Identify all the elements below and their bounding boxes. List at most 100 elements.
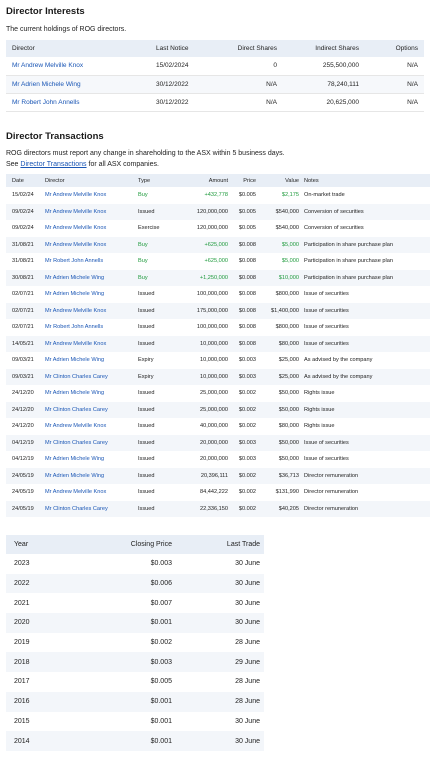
transaction-price: $0.003 <box>228 434 256 451</box>
year: 2016 <box>6 691 86 712</box>
transaction-notes: On-market trade <box>304 192 345 199</box>
director-link[interactable]: Mr Clinton Charles Carey <box>45 368 138 385</box>
director-link[interactable]: Mr Robert John Annells <box>45 324 104 331</box>
transaction-date: 09/03/21 <box>6 368 45 385</box>
transaction-date: 31/08/21 <box>6 236 45 253</box>
transaction-date: 30/08/21 <box>6 269 45 286</box>
transaction-amount: +625,000 <box>173 236 228 253</box>
director-link[interactable]: Mr Robert John Annells <box>45 258 104 265</box>
transaction-value: $800,000 <box>275 324 299 331</box>
director-link[interactable]: Mr Andrew Melville Knox <box>6 57 156 76</box>
director-link[interactable]: Mr Clinton Charles Carey <box>45 500 138 517</box>
director-link[interactable]: Mr Adrien Michele Wing <box>45 357 105 364</box>
transaction-amount: 100,000,000 <box>196 324 228 331</box>
director-transactions-link[interactable]: Director Transactions <box>20 161 87 168</box>
column-header[interactable]: Year <box>14 541 29 548</box>
transaction-date: 24/12/20 <box>6 401 45 418</box>
table-row: Mr Robert John Annells 30/12/2022 N/A 20,62… <box>6 93 424 112</box>
director-link[interactable]: Mr Andrew Melville Knox <box>45 302 138 319</box>
transaction-value: $80,000 <box>256 335 299 352</box>
director-interests-title: Director Interests <box>6 6 85 17</box>
director-link[interactable]: Mr Adrien Michele Wing <box>45 456 105 463</box>
transaction-type: Buy <box>138 269 173 286</box>
transaction-price: $0.008 <box>228 302 256 319</box>
transaction-value: $5,000 <box>281 258 299 265</box>
transaction-date: 02/07/21 <box>6 302 45 319</box>
column-header[interactable]: Director <box>45 177 65 184</box>
column-header[interactable]: Options <box>395 45 418 52</box>
closing-price: $0.001 <box>150 717 172 725</box>
table-row: 2014 $0.001 30 June <box>6 731 264 751</box>
table-header-row: Date Director Type Amount Price Value No… <box>6 174 430 187</box>
table-row: 31/08/21 Mr Andrew Melville Knox Buy +625,0… <box>6 236 430 253</box>
column-header[interactable]: Last Trade <box>226 541 260 548</box>
column-header[interactable]: Type <box>138 177 151 184</box>
column-header[interactable]: Closing Price <box>130 541 172 548</box>
director-link[interactable]: Mr Clinton Charles Carey <box>45 434 138 451</box>
table-row: 2021 $0.007 30 June <box>6 593 264 613</box>
year: 2018 <box>6 652 86 673</box>
director-interests-intro: The current holdings of ROG directors. <box>6 26 127 33</box>
transaction-notes: As advised by the company <box>304 357 373 364</box>
director-link[interactable]: Mr Adrien Michele Wing <box>6 75 156 94</box>
transaction-notes: Conversion of securities <box>304 225 364 232</box>
column-header[interactable]: Direct Shares <box>237 45 277 52</box>
column-header[interactable]: Amount <box>208 177 228 184</box>
transaction-notes: Rights issue <box>304 423 335 430</box>
year: 2017 <box>14 678 30 686</box>
transaction-notes: Participation in share purchase plan <box>304 258 393 265</box>
director-link[interactable]: Mr Andrew Melville Knox <box>45 203 138 220</box>
table-row: 2022 $0.006 30 June <box>6 573 264 594</box>
transaction-value: $50,000 <box>256 434 299 451</box>
column-header[interactable]: Price <box>243 177 256 184</box>
transaction-value: $80,000 <box>278 423 299 430</box>
closing-price: $0.002 <box>150 639 172 647</box>
director-link[interactable]: Mr Andrew Melville Knox <box>45 192 107 199</box>
table-row: 2023 $0.003 30 June <box>6 554 264 574</box>
director-link[interactable]: Mr Adrien Michele Wing <box>45 467 138 484</box>
year: 2022 <box>6 573 86 594</box>
director-link[interactable]: Mr Andrew Melville Knox <box>45 489 107 496</box>
director-link[interactable]: Mr Adrien Michele Wing <box>45 269 138 286</box>
table-row: 09/03/21 Mr Adrien Michele Wing Expiry 10,0… <box>6 352 430 369</box>
transaction-price: $0.005 <box>238 192 256 199</box>
table-row: 2016 $0.001 28 June <box>6 691 264 712</box>
transaction-price: $0.002 <box>238 489 256 496</box>
transaction-date: 09/02/24 <box>6 203 45 220</box>
transaction-date: 02/07/21 <box>12 291 34 298</box>
transaction-type: Expiry <box>138 357 154 364</box>
closing-price: $0.001 <box>86 691 172 712</box>
transaction-price: $0.002 <box>228 401 256 418</box>
director-link[interactable]: Mr Andrew Melville Knox <box>45 423 107 430</box>
transaction-price: $0.008 <box>238 258 256 265</box>
table-row: 24/12/20 Mr Andrew Melville Knox Issued 40,… <box>6 418 430 435</box>
column-header[interactable]: Notes <box>304 177 319 184</box>
column-header[interactable]: Director <box>12 45 35 52</box>
transaction-notes: As advised by the company <box>299 368 430 385</box>
transaction-price: $0.005 <box>228 203 256 220</box>
transaction-amount: 22,336,150 <box>173 500 228 517</box>
table-header-row: Director Last Notice Direct Shares Indir… <box>6 40 424 57</box>
table-row: 24/05/19 Mr Adrien Michele Wing Issued 20,3… <box>6 467 430 484</box>
transaction-amount: 120,000,000 <box>196 225 228 232</box>
director-link[interactable]: Mr Andrew Melville Knox <box>45 225 107 232</box>
transaction-value: $5,000 <box>256 236 299 253</box>
director-link[interactable]: Mr Robert John Annells <box>6 93 156 112</box>
closing-price: $0.001 <box>86 731 172 751</box>
column-header[interactable]: Value <box>285 177 299 184</box>
director-link[interactable]: Mr Clinton Charles Carey <box>45 401 138 418</box>
transaction-value: $540,000 <box>256 203 299 220</box>
column-header[interactable]: Indirect Shares <box>315 45 359 52</box>
director-link[interactable]: Mr Adrien Michele Wing <box>45 291 105 298</box>
direct-shares: N/A <box>221 75 277 94</box>
director-link[interactable]: Mr Andrew Melville Knox <box>45 335 138 352</box>
transaction-amount: 10,000,000 <box>200 357 228 364</box>
transaction-type: Issued <box>138 456 155 463</box>
column-header[interactable]: Last Notice <box>156 45 189 52</box>
transaction-amount: 40,000,000 <box>200 423 228 430</box>
director-link[interactable]: Mr Andrew Melville Knox <box>45 236 138 253</box>
column-header[interactable]: Date <box>12 177 24 184</box>
transaction-amount: 100,000,000 <box>196 291 228 298</box>
director-link[interactable]: Mr Adrien Michele Wing <box>45 390 105 397</box>
table-row: 24/12/20 Mr Clinton Charles Carey Issued 25… <box>6 401 430 418</box>
